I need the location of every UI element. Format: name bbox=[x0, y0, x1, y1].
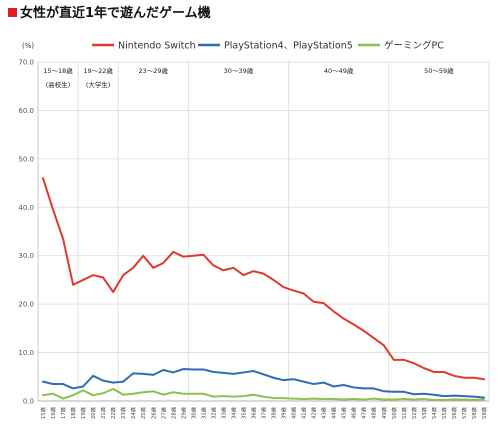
y-tick-label: 10.0 bbox=[18, 349, 34, 357]
x-tick-label: 37歳 bbox=[260, 406, 268, 419]
x-tick-label: 55歳 bbox=[440, 406, 448, 419]
x-tick-label: 50歳 bbox=[390, 406, 398, 419]
age-band-label: 30～39歳 bbox=[224, 66, 254, 75]
x-tick-label: 54歳 bbox=[430, 406, 438, 419]
x-tick-label: 39歳 bbox=[280, 406, 288, 419]
y-tick-label: 60.0 bbox=[18, 107, 34, 115]
x-tick-label: 21歳 bbox=[99, 406, 107, 419]
x-tick-label: 33歳 bbox=[219, 406, 227, 419]
x-tick-label: 18歳 bbox=[69, 406, 77, 419]
x-tick-label: 24歳 bbox=[129, 406, 137, 419]
x-tick-label: 46歳 bbox=[350, 406, 358, 419]
x-tick-label: 34歳 bbox=[229, 406, 237, 419]
x-tick-label: 31歳 bbox=[199, 406, 207, 419]
age-band-sublabel: (高校生) bbox=[46, 80, 71, 89]
x-tick-label: 26歳 bbox=[149, 406, 157, 419]
x-tick-label: 47歳 bbox=[360, 406, 368, 419]
chart-title: 女性が直近1年で遊んだゲーム機 bbox=[20, 5, 211, 21]
x-tick-label: 28歳 bbox=[169, 406, 177, 419]
x-tick-label: 38歳 bbox=[270, 406, 278, 419]
y-axis-unit: (%) bbox=[22, 42, 34, 50]
x-tick-label: 52歳 bbox=[410, 406, 418, 419]
legend: Nintendo Switch PlayStation4、PlayStation5… bbox=[92, 40, 444, 52]
y-tick-label: 70.0 bbox=[18, 59, 34, 67]
x-tick-label: 15歳 bbox=[39, 406, 47, 419]
x-tick-label: 43歳 bbox=[320, 406, 328, 419]
x-tick-label: 35歳 bbox=[239, 406, 247, 419]
x-tick-label: 57歳 bbox=[460, 406, 468, 419]
series-line-2 bbox=[42, 387, 485, 402]
y-tick-label: 30.0 bbox=[18, 252, 34, 260]
title-marker-icon bbox=[8, 8, 17, 17]
y-tick-label: 20.0 bbox=[18, 301, 34, 309]
x-tick-label: 49歳 bbox=[380, 406, 388, 419]
x-tick-label: 51歳 bbox=[400, 406, 408, 419]
x-tick-label: 48歳 bbox=[370, 406, 378, 419]
x-tick-label: 22歳 bbox=[109, 406, 117, 419]
series-layer bbox=[42, 177, 485, 402]
x-tick-label: 23歳 bbox=[119, 406, 127, 419]
age-band-label: 50～59歳 bbox=[424, 66, 454, 75]
x-tick-label: 30歳 bbox=[189, 406, 197, 419]
x-tick-label: 42歳 bbox=[310, 406, 318, 419]
x-tick-label: 36歳 bbox=[249, 406, 257, 419]
axis-layer: 0.0 10.0 20.0 30.0 40.0 50.0 60.0 70.0 15歳 16歳 17歳… bbox=[18, 59, 488, 420]
x-tick-label: 17歳 bbox=[59, 406, 67, 419]
age-band-label: 19～22歳 bbox=[83, 66, 113, 75]
x-tick-label: 53歳 bbox=[420, 406, 428, 419]
x-tick-label: 41歳 bbox=[300, 406, 308, 419]
x-tick-label: 27歳 bbox=[159, 406, 167, 419]
x-tick-label: 32歳 bbox=[209, 406, 217, 419]
legend-label-1: PlayStation4、PlayStation5 bbox=[224, 41, 353, 52]
age-band-sublabel: (大学生) bbox=[86, 80, 111, 89]
age-band-label: 40～49歳 bbox=[324, 66, 354, 75]
x-tick-label: 20歳 bbox=[89, 406, 97, 419]
y-tick-label: 40.0 bbox=[18, 204, 34, 212]
age-band-layer: 15～18歳 (高校生) 19～22歳 (大学生) 23～29歳 30～39歳 40～49歳… bbox=[43, 66, 454, 89]
x-tick-label: 45歳 bbox=[340, 406, 348, 419]
y-tick-label: 0.0 bbox=[23, 398, 34, 406]
x-tick-label: 59歳 bbox=[480, 406, 488, 419]
x-tick-label: 29歳 bbox=[179, 406, 187, 419]
legend-label-2: ゲーミングPC bbox=[384, 40, 444, 52]
series-line-0 bbox=[42, 177, 485, 381]
x-tick-label: 40歳 bbox=[290, 406, 298, 419]
y-tick-label: 50.0 bbox=[18, 155, 34, 163]
age-band-label: 23～29歳 bbox=[138, 66, 168, 75]
x-tick-label: 56歳 bbox=[450, 406, 458, 419]
legend-label-0: Nintendo Switch bbox=[118, 41, 196, 52]
x-tick-label: 44歳 bbox=[330, 406, 338, 419]
x-tick-label: 25歳 bbox=[139, 406, 147, 419]
x-tick-label: 58歳 bbox=[470, 406, 478, 419]
x-tick-label: 19歳 bbox=[79, 406, 87, 419]
grid-layer bbox=[37, 61, 490, 402]
age-band-label: 15～18歳 bbox=[43, 66, 73, 75]
series-line-1 bbox=[42, 368, 485, 399]
x-tick-label: 16歳 bbox=[49, 406, 57, 419]
